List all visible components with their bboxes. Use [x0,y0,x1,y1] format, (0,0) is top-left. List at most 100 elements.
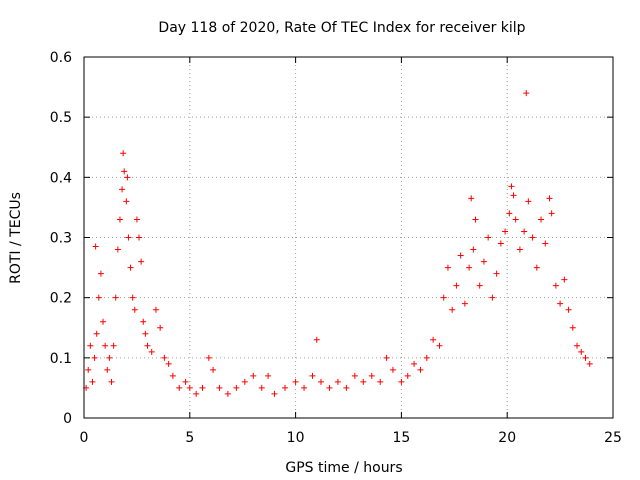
data-point [95,294,102,301]
data-point [506,210,513,217]
data-point [136,234,143,241]
data-point [97,270,104,277]
data-point [440,294,447,301]
x-tick-label: 0 [80,430,89,446]
data-point [119,186,126,193]
data-point [250,372,257,379]
data-point [523,90,530,97]
data-point [565,306,572,313]
data-point [542,240,549,247]
data-point [561,276,568,283]
data-point [557,300,564,307]
data-point [569,324,576,331]
data-point [216,384,223,391]
data-point [476,282,483,289]
data-point [142,330,149,337]
data-point [89,378,96,385]
data-point [552,282,559,289]
data-point [210,366,217,373]
data-point [186,384,193,391]
y-tick-label: 0.2 [50,291,72,307]
data-point [193,390,200,397]
data-point [292,378,299,385]
data-point [529,234,536,241]
data-point [508,183,515,190]
data-point [87,342,94,349]
data-point [133,216,140,223]
data-point [92,243,99,250]
x-tick-label: 25 [604,430,622,446]
data-point [125,234,132,241]
data-point [110,342,117,349]
data-point [241,378,248,385]
data-point [502,228,509,235]
data-point [510,192,517,199]
data-points [83,90,593,397]
x-tick-label: 5 [185,430,194,446]
data-point [444,264,451,271]
data-point [512,216,519,223]
data-point [116,216,123,223]
data-point [351,372,358,379]
y-tick-label: 0.3 [50,231,72,247]
x-tick-label: 20 [498,430,516,446]
x-axis-label: GPS time / hours [285,460,402,476]
data-point [525,198,532,205]
data-point [129,294,136,301]
data-point [265,372,272,379]
y-axis-label: ROTI / TECUs [8,192,24,284]
data-point [389,366,396,373]
data-point [317,378,324,385]
x-tick-label: 15 [392,430,410,446]
data-point [546,195,553,202]
data-point [127,264,134,271]
data-point [497,240,504,247]
data-point [417,366,424,373]
data-point [271,390,278,397]
data-point [165,360,172,367]
data-point [533,264,540,271]
data-point [582,354,589,361]
data-point [258,384,265,391]
data-point [93,330,100,337]
data-point [224,390,231,397]
data-point [343,384,350,391]
data-point [108,378,115,385]
y-tick-label: 0.5 [50,110,72,126]
data-point [138,258,145,265]
data-point [368,372,375,379]
data-point [430,336,437,343]
data-point [423,354,430,361]
data-point [161,354,168,361]
y-tick-label: 0.6 [50,50,72,66]
data-point [152,306,159,313]
data-point [468,195,475,202]
data-point [282,384,289,391]
data-point [457,252,464,259]
data-point [148,348,155,355]
y-tick-label: 0.1 [50,351,72,367]
data-point [466,264,473,271]
grid-lines [84,57,613,418]
data-point [383,354,390,361]
data-point [233,384,240,391]
data-point [131,306,138,313]
data-point [114,246,121,253]
data-point [100,318,107,325]
data-point [461,300,468,307]
data-point [144,342,151,349]
chart-title: Day 118 of 2020, Rate Of TEC Index for r… [158,20,525,36]
data-point [199,384,206,391]
data-point [91,354,98,361]
data-point [521,228,528,235]
data-point [334,378,341,385]
data-point [326,384,333,391]
data-point [377,378,384,385]
data-point [140,318,147,325]
data-point [182,378,189,385]
data-point [121,168,128,175]
data-point [104,366,111,373]
data-point [205,354,212,361]
data-point [169,372,176,379]
